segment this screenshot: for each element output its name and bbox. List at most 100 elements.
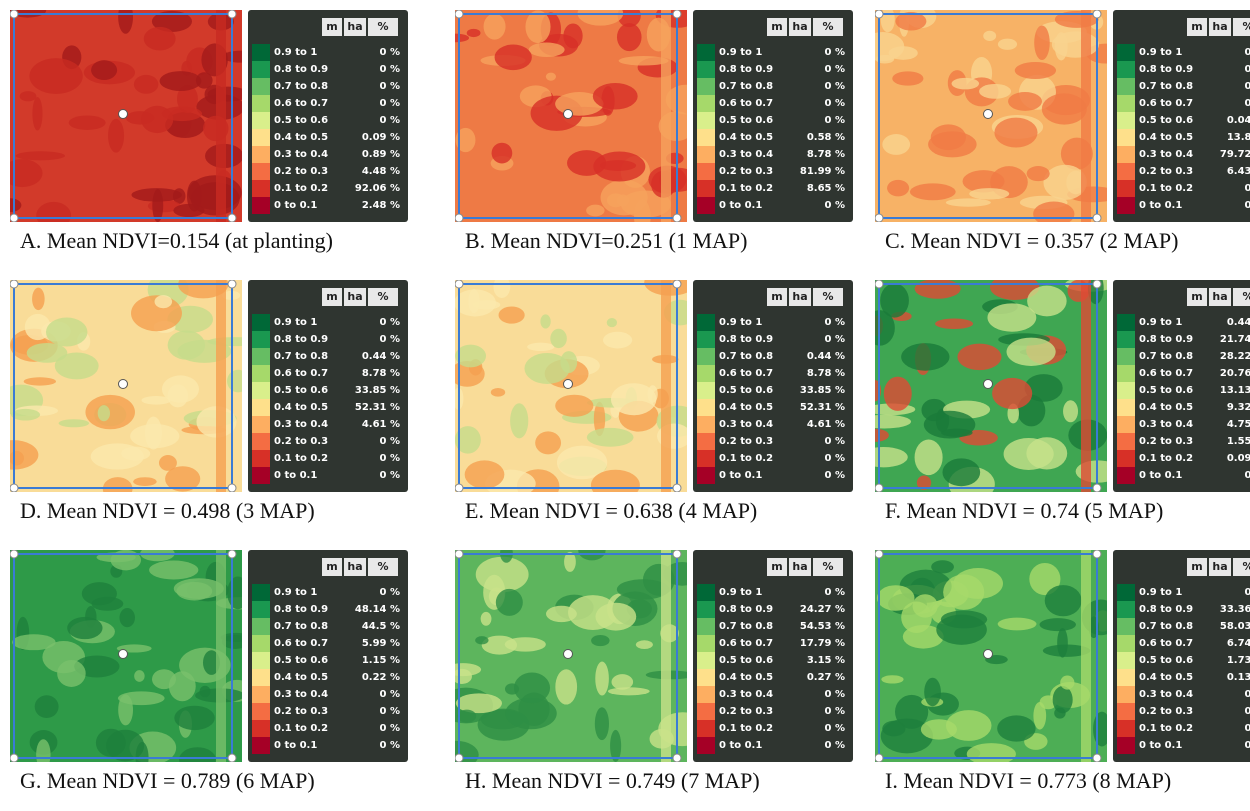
boundary-vertex	[673, 484, 681, 492]
map-patch	[1052, 31, 1099, 57]
caption: A. Mean NDVI=0.154 (at planting)	[20, 228, 333, 254]
map-patch	[465, 460, 505, 488]
ndvi-map	[875, 10, 1107, 222]
percent-value: 0 %	[825, 686, 845, 703]
percent-value: 0.89 %	[362, 146, 400, 163]
caption: I. Mean NDVI = 0.773 (8 MAP)	[885, 768, 1171, 794]
boundary-vertex	[455, 280, 463, 288]
range-label: 0.2 to 0.3	[1139, 703, 1193, 720]
percent-value: 0 %	[825, 314, 845, 331]
range-label: 0.6 to 0.7	[274, 365, 328, 382]
range-label: 0.3 to 0.4	[1139, 416, 1193, 433]
percent-value: 0 %	[1245, 584, 1250, 601]
percent-value: 0.44 %	[807, 348, 845, 365]
map-patch	[942, 458, 980, 486]
legend-swatch	[252, 382, 270, 399]
range-label: 0.1 to 0.2	[1139, 450, 1193, 467]
percent-value: 2.48 %	[362, 197, 400, 214]
boundary-vertex	[875, 10, 883, 18]
legend: mha%0.9 to 10 %0.8 to 0.90 %0.7 to 0.80.…	[248, 280, 408, 492]
range-label: 0.9 to 1	[1139, 44, 1182, 61]
legend-row: 0.5 to 0.61.73 %	[1113, 652, 1250, 669]
range-label: 0.9 to 1	[274, 584, 317, 601]
field-strip	[216, 280, 226, 492]
range-label: 0 to 0.1	[274, 737, 317, 754]
legend-swatch	[252, 95, 270, 112]
map-patch	[85, 395, 135, 429]
legend-row: 0.4 to 0.50.22 %	[248, 669, 408, 686]
map-patch	[118, 694, 133, 725]
legend-header: ha	[789, 288, 811, 306]
legend-row: 0.6 to 0.78.78 %	[693, 365, 853, 382]
percent-value: 6.43 %	[1227, 163, 1250, 180]
map-patch	[546, 606, 577, 622]
range-label: 0.4 to 0.5	[1139, 129, 1193, 146]
map-patch	[29, 58, 82, 94]
map-patch	[998, 618, 1037, 631]
center-point	[564, 380, 573, 389]
legend-swatch	[252, 348, 270, 365]
range-label: 0.7 to 0.8	[1139, 348, 1193, 365]
map-patch	[607, 318, 617, 327]
range-label: 0.6 to 0.7	[274, 635, 328, 652]
legend-row: 0.9 to 10 %	[693, 584, 853, 601]
map-patch	[901, 602, 932, 633]
range-label: 0.3 to 0.4	[1139, 146, 1193, 163]
map-patch	[1060, 675, 1074, 689]
legend-swatch	[697, 129, 715, 146]
map-patch	[928, 131, 976, 157]
legend-row: 0.4 to 0.513.8 %	[1113, 129, 1250, 146]
percent-value: 0.22 %	[362, 669, 400, 686]
legend-swatch	[252, 146, 270, 163]
boundary-vertex	[1093, 484, 1101, 492]
legend-swatch	[697, 163, 715, 180]
legend-row: 0.6 to 0.720.76 %	[1113, 365, 1250, 382]
range-label: 0.5 to 0.6	[1139, 382, 1193, 399]
range-label: 0.7 to 0.8	[1139, 618, 1193, 635]
legend-swatch	[1117, 44, 1135, 61]
legend-swatch	[1117, 180, 1135, 197]
field-strip	[1081, 10, 1091, 222]
map-patch	[456, 693, 502, 713]
range-label: 0.2 to 0.3	[719, 433, 773, 450]
range-label: 0.4 to 0.5	[719, 129, 773, 146]
range-label: 0.4 to 0.5	[274, 399, 328, 416]
legend-row: 0.6 to 0.75.99 %	[248, 635, 408, 652]
map-patch	[952, 78, 980, 90]
percent-value: 1.15 %	[362, 652, 400, 669]
range-label: 0.5 to 0.6	[274, 652, 328, 669]
map-patch	[458, 710, 477, 723]
legend-swatch	[697, 686, 715, 703]
percent-value: 0 %	[380, 314, 400, 331]
map-patch	[159, 455, 177, 471]
map-patch	[546, 73, 556, 81]
percent-value: 3.15 %	[807, 652, 845, 669]
legend-header: %	[1233, 288, 1250, 306]
percent-value: 0 %	[380, 331, 400, 348]
field-strip	[216, 550, 226, 762]
map-patch	[555, 669, 577, 704]
panel: mha%0.9 to 10 %0.8 to 0.90 %0.7 to 0.80 …	[875, 10, 1250, 275]
legend-row: 0.5 to 0.6 1.15 %	[248, 652, 408, 669]
map-patch	[1026, 437, 1067, 469]
legend-row: 0.1 to 0.20 %	[1113, 720, 1250, 737]
legend-row: 0.5 to 0.60 %	[693, 112, 853, 129]
map-patch	[145, 417, 162, 450]
range-label: 0.9 to 1	[1139, 314, 1182, 331]
map-patch	[12, 634, 56, 650]
legend-header: ha	[344, 288, 366, 306]
ndvi-map	[455, 10, 687, 222]
map-patch	[560, 351, 577, 373]
boundary-vertex	[1093, 10, 1101, 18]
boundary-vertex	[673, 550, 681, 558]
legend-row: 0.8 to 0.90 %	[1113, 61, 1250, 78]
boundary-vertex	[10, 280, 18, 288]
legend-swatch	[697, 416, 715, 433]
map-patch	[957, 344, 1001, 371]
legend-header: m	[322, 558, 342, 576]
legend-header: ha	[344, 558, 366, 576]
legend-swatch	[697, 44, 715, 61]
map-patch	[535, 431, 561, 454]
range-label: 0.1 to 0.2	[719, 720, 773, 737]
